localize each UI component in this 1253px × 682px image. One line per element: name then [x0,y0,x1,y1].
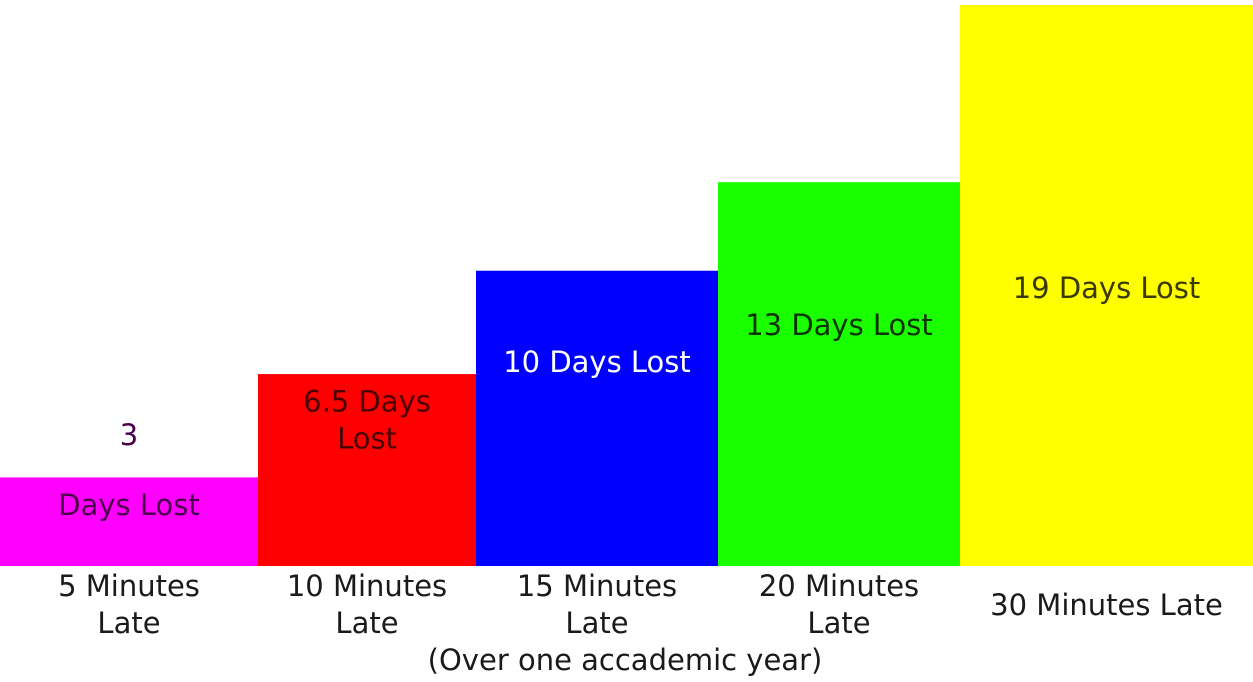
bar-15-minutes-late [476,270,718,566]
category-label-30-minutes-late: 30 Minutes Late [990,588,1223,622]
category-label-5-minutes-late: 5 Minutes Late [58,569,200,640]
category-label-10-minutes-late: 10 Minutes Late [287,569,447,640]
bar-value-label-4: 13 Days Lost [745,308,933,342]
bar-value-label-3: 10 Days Lost [503,345,691,379]
category-label-20-minutes-late: 20 Minutes Late [759,569,919,640]
footnote-text: (Over one accademic year) [428,643,823,677]
bar-value-label-2: 6.5 Days Lost [303,385,431,456]
bar-10-minutes-late [258,374,476,566]
bars-group [0,5,1253,566]
bar-value-label-1: 3 Days Lost [58,418,199,522]
bar-labels-group: 3 Days Lost 6.5 Days Lost 10 Days Lost 13 Day… [58,271,1200,522]
bar-value-label-5: 19 Days Lost [1013,271,1201,305]
bar-30-minutes-late [960,5,1253,566]
bar-20-minutes-late [718,182,960,566]
bar-5-minutes-late [0,477,258,566]
category-labels-group: 5 Minutes Late 10 Minutes Late 15 Minutes Lat… [58,569,1223,640]
category-label-15-minutes-late: 15 Minutes Late [517,569,677,640]
